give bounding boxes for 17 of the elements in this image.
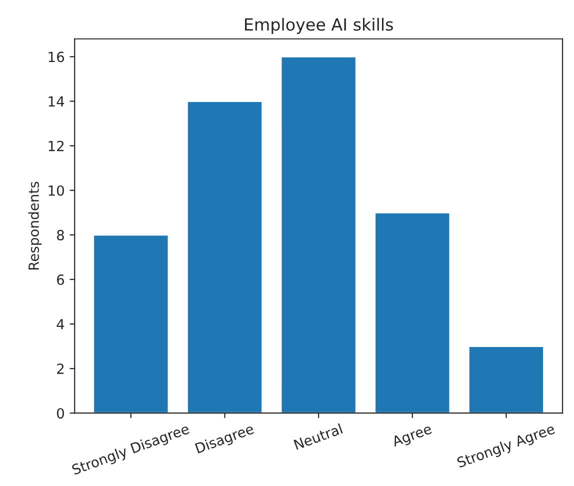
y-tick-label: 16 [48, 52, 64, 62]
y-axis-title: Respondents [28, 182, 42, 270]
bar [186, 100, 263, 414]
y-tick-label: 8 [57, 230, 64, 240]
y-tick-label: 6 [57, 274, 64, 285]
y-tick-label: 2 [57, 364, 64, 374]
y-tick-label: 4 [56, 319, 64, 330]
x-tick-label: Agree [391, 423, 434, 450]
y-tick-label: 14 [48, 96, 64, 107]
y-tick-label: 0 [56, 408, 64, 419]
bar [468, 346, 544, 414]
bar [374, 212, 451, 414]
y-tick-label: 10 [48, 185, 64, 196]
bar [280, 56, 357, 414]
y-tick-label: 12 [48, 140, 64, 152]
bar [92, 234, 170, 414]
chart-title: Employee AI skills [245, 18, 393, 34]
